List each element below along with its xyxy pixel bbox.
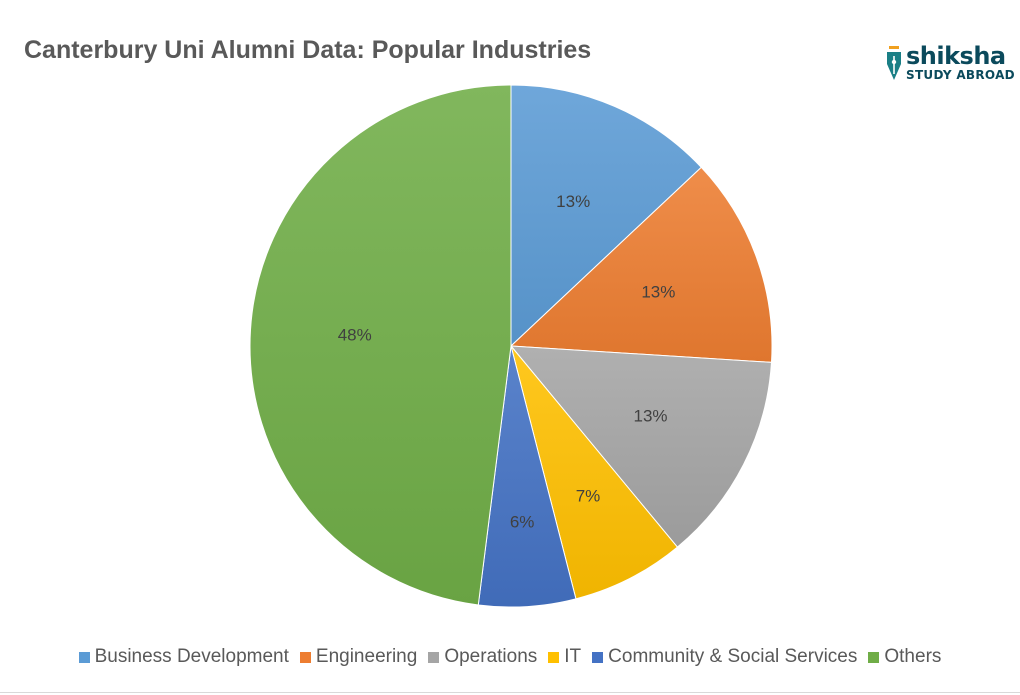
legend-swatch: [299, 651, 311, 663]
legend-swatch: [592, 651, 604, 663]
data-label-operations: 13%: [634, 407, 668, 426]
legend-label: IT: [564, 646, 582, 667]
data-label-community-and-social-services: 6%: [510, 513, 535, 532]
legend-item-others: Others: [868, 646, 941, 668]
chart-legend: Business Development Engineering Operation…: [0, 646, 1020, 668]
pie-slice-engineering: [509, 166, 773, 363]
pie-slice-business-development: [510, 84, 702, 348]
data-label-business-development: 13%: [556, 192, 590, 211]
legend-label: Operations: [444, 646, 538, 667]
legend-item-business-development: Business Development: [78, 646, 289, 668]
legend-item-community-and-social-services: Community & Social Services: [592, 646, 857, 668]
pen-nib-icon: [887, 46, 901, 80]
legend-swatch: [428, 651, 440, 663]
logo-tagline: STUDY ABROAD: [906, 68, 1015, 82]
legend-label: Business Development: [94, 646, 289, 667]
legend-label: Engineering: [315, 646, 418, 667]
legend-swatch: [78, 651, 90, 663]
legend-label: Community & Social Services: [608, 646, 858, 667]
legend-label: Others: [884, 646, 942, 667]
pie-slice-operations: [509, 345, 773, 548]
legend-swatch: [548, 651, 560, 663]
data-label-others: 48%: [338, 326, 372, 345]
bottom-divider: [0, 692, 1020, 693]
chart-title: Canterbury Uni Alumni Data: Popular Indu…: [24, 36, 592, 64]
legend-swatch: [868, 651, 880, 663]
shiksha-logo: shiksha STUDY ABROAD: [884, 42, 1015, 88]
logo-name: shiksha: [906, 42, 1006, 70]
data-label-engineering: 13%: [641, 282, 675, 301]
data-label-it: 7%: [576, 487, 601, 506]
pie-slice-others: [249, 84, 512, 606]
pie-slice-it: [510, 345, 679, 600]
legend-item-engineering: Engineering: [299, 646, 418, 668]
legend-item-it: IT: [548, 646, 581, 668]
legend-item-operations: Operations: [428, 646, 537, 668]
